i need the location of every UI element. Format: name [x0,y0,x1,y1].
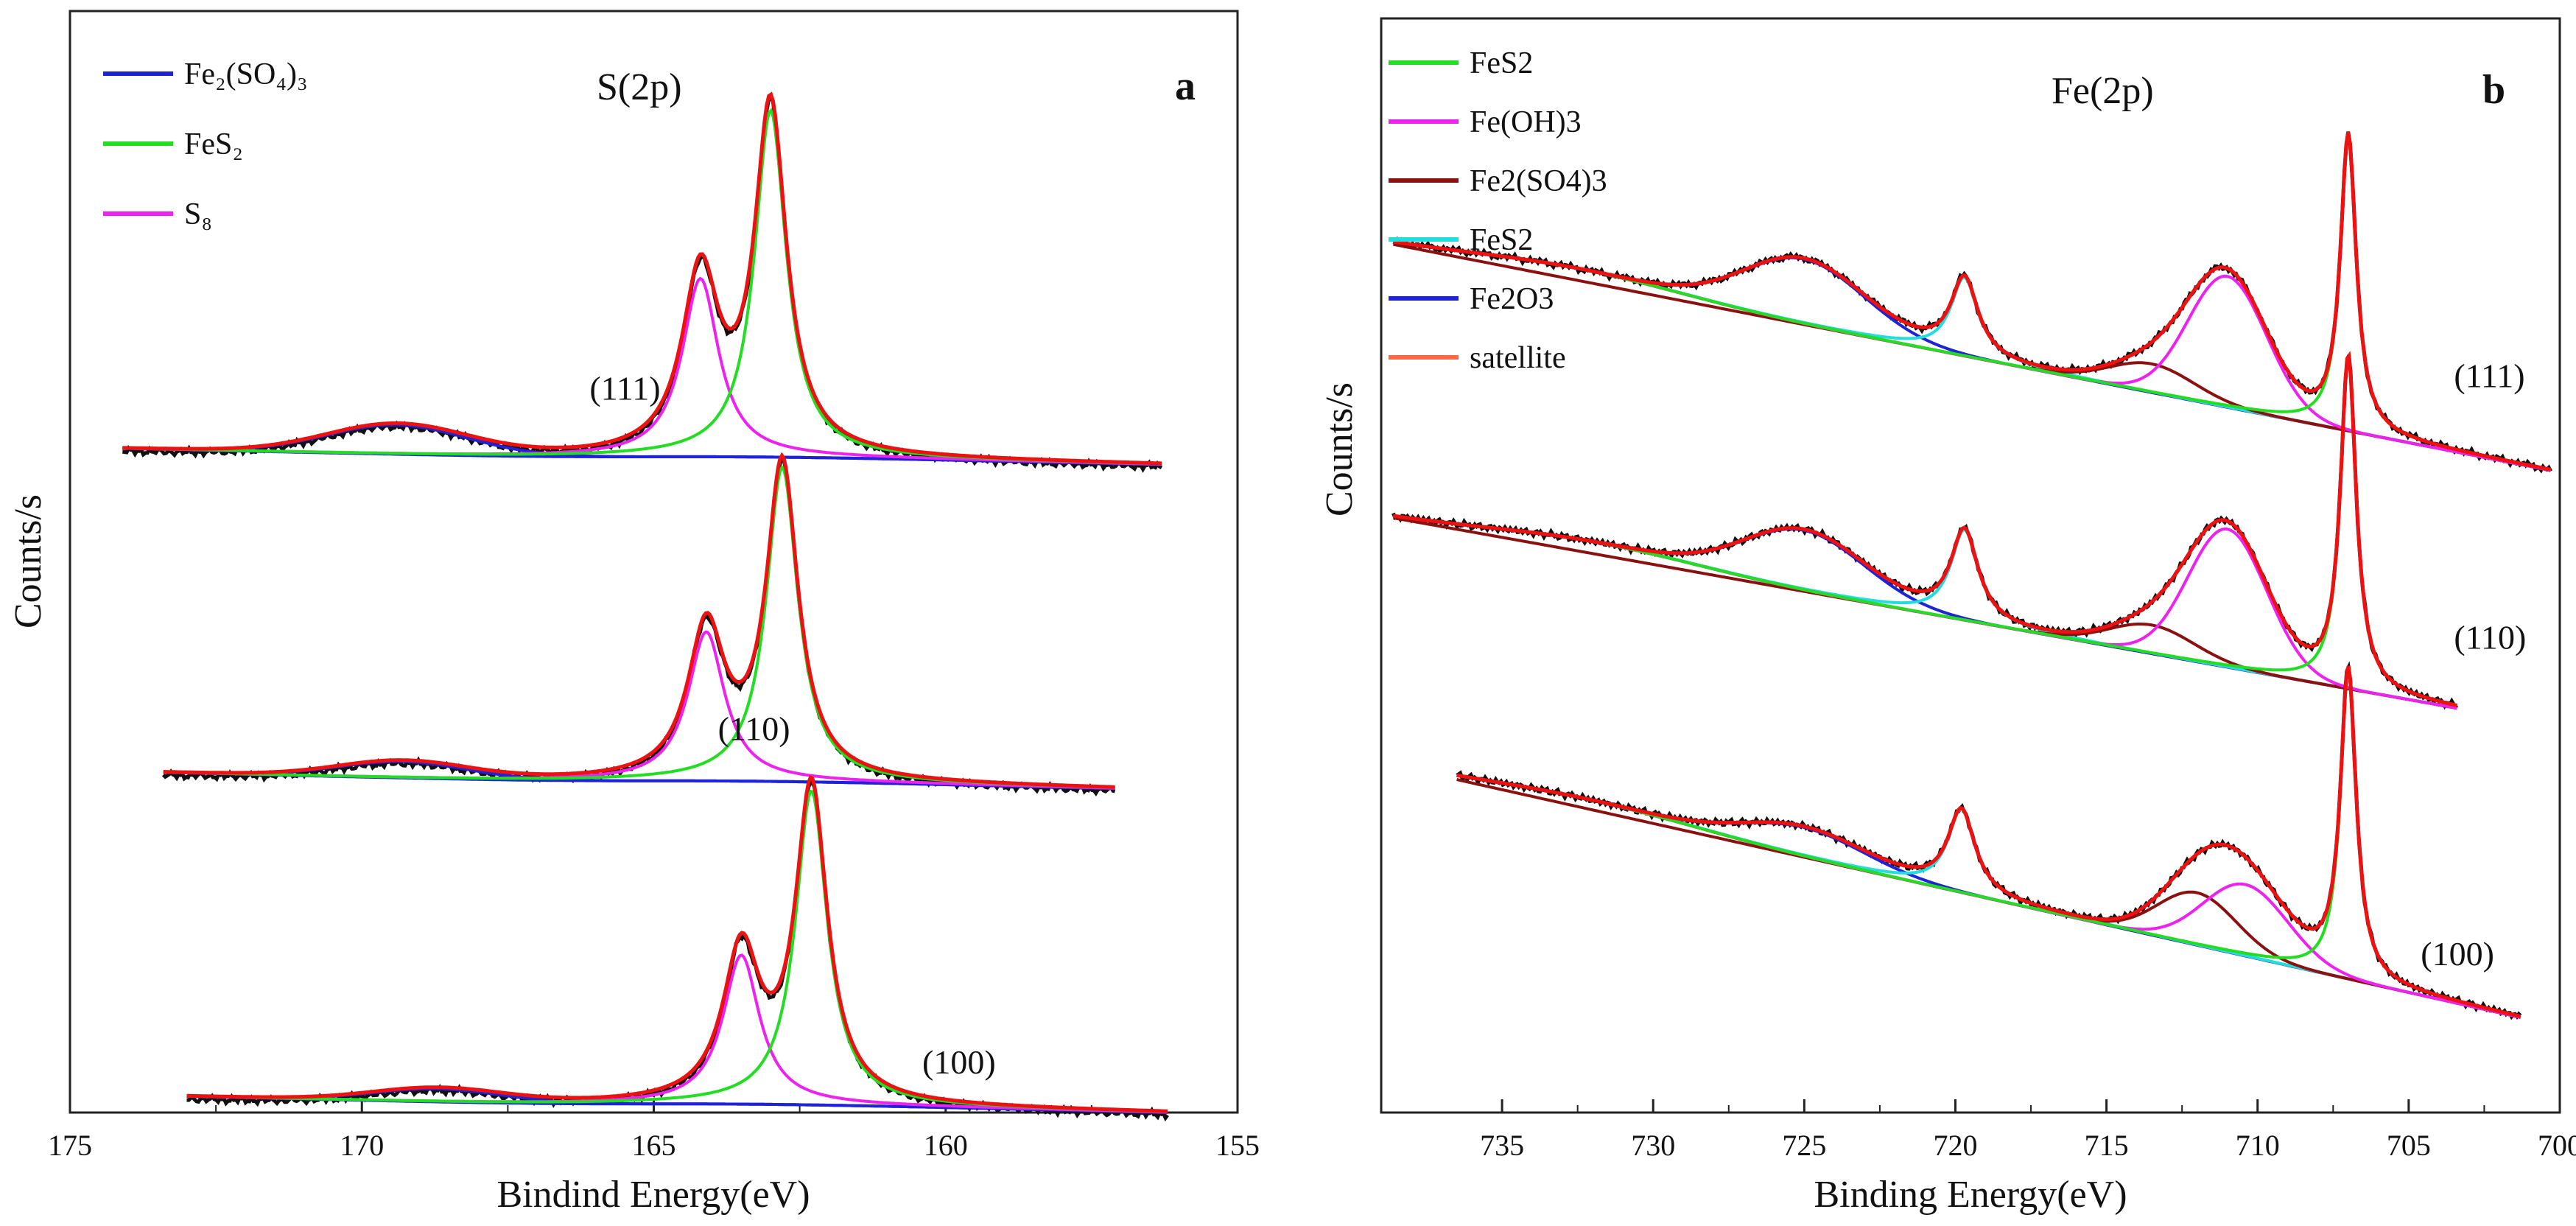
panel-b-legend-label: FeS2 [1470,223,1533,257]
panel-a-legend-label: S₈ [184,197,212,231]
panel-b-title: Fe(2p) [2052,70,2154,112]
panel-a-legend-label: FeS₂ [184,127,243,161]
panel-b-legend-label: satellite [1470,341,1566,375]
panel-a-x-tick-label: 160 [924,1129,968,1162]
panel-b-x-tick-label: 730 [1631,1129,1675,1162]
panel-a-x-tick-label: 175 [48,1129,92,1162]
panel-a-x-tick-label: 155 [1215,1129,1260,1162]
panel-b-legend-label: Fe2O3 [1470,282,1554,316]
panel-b-frame [1380,17,2561,1114]
panel-a-ylabel: Counts/s [7,494,49,628]
panel-b-spectrum-labels: (111) (110) (100) [2421,357,2526,972]
panel-a-x-ticks: 175 170 165 160 155 [48,1099,1260,1162]
panel-b-x-tick-label: 735 [1480,1129,1524,1162]
panel-a-x-tick-label: 170 [340,1129,384,1162]
panel-b-fe2p: 735 730 725 720 715 710 705 700 FeS2 Fe(OH)3 Fe2(… [1319,17,2576,1216]
panel-a-legend-label: Fe₂(SO₄)₃ [184,57,308,91]
panel-b-fit-envelope-line [1393,351,2458,707]
panel-b-legend-label: FeS2 [1470,46,1533,80]
panel-b-spectrum-label: (111) [2454,357,2524,394]
panel-b-legend-label: Fe(OH)3 [1470,105,1582,139]
panel-a-xlabel: Bindind Energy(eV) [496,1174,810,1216]
panel-b-legend: FeS2 Fe(OH)3 Fe2(SO4)3 FeS2 Fe2O3 satellite [1389,46,1607,375]
panel-a-spectrum-label: (100) [922,1043,996,1081]
panel-a-fit-envelope-line [122,91,1162,466]
panel-a-legend: Fe₂(SO₄)₃ FeS₂ S₈ [103,57,308,231]
panel-a-x-tick-label: 165 [632,1129,676,1162]
panel-b-x-tick-label: 705 [2387,1129,2431,1162]
panel-b-curves [1391,131,2552,1020]
panel-b-letter: b [2482,67,2505,113]
panel-b-xlabel: Binding Energy(eV) [1814,1174,2127,1216]
panel-a-spectrum-label: (111) [589,370,660,407]
panel-a-fit-envelope-line [163,452,1115,789]
panel-b-x-tick-label: 710 [2236,1129,2280,1162]
panel-b-x-tick-label: 715 [2085,1129,2129,1162]
panel-b-legend-label: Fe2(SO4)3 [1470,164,1607,198]
panel-b-x-tick-label: 700 [2538,1129,2576,1162]
panel-b-x-tick-label: 725 [1782,1129,1826,1162]
panel-a-spectrum-labels: (111) (110) (100) [589,370,995,1082]
panel-a-fit-envelope-line [186,774,1168,1113]
panel-a-curves [122,91,1169,1122]
panel-b-spectrum-label: (100) [2421,935,2494,973]
panel-b-ylabel: Counts/s [1319,382,1361,516]
panel-b-x-ticks: 735 730 725 720 715 710 705 700 [1480,1099,2576,1162]
panel-b-fit-envelope-line [1393,131,2552,472]
panel-a-title: S(2p) [597,66,682,108]
panel-a-letter: a [1175,63,1196,109]
panel-b-fit-envelope-line [1456,665,2521,1018]
panel-b-spectrum-label: (110) [2454,618,2526,656]
panel-a-spectrum-label: (110) [718,710,790,747]
panel-b-x-tick-label: 720 [1933,1129,1977,1162]
